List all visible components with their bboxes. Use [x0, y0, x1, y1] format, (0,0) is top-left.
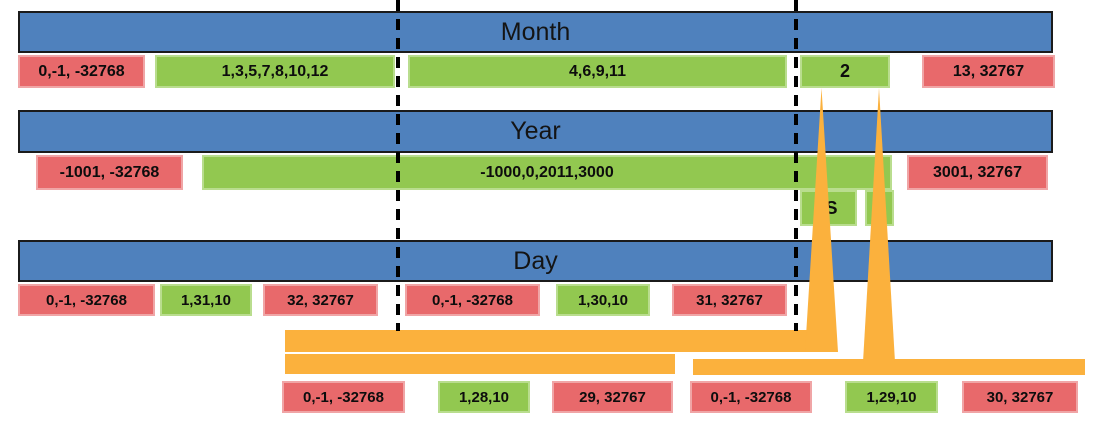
month-bar-title: Month: [500, 17, 571, 46]
month-class-invalid-above: 13, 32767: [922, 55, 1055, 88]
feb28-class-invalid-above: 29, 32767: [552, 381, 673, 413]
connector-bar-leap: [693, 359, 1085, 375]
feb28-class-valid: 1,28,10: [438, 381, 530, 413]
connector-bar-nonleap-lower: [285, 354, 675, 374]
month-bar: Month: [18, 11, 1053, 53]
day-bar: Day: [18, 240, 1053, 282]
day30-class-invalid-above: 31, 32767: [672, 284, 787, 316]
year-class-invalid-below: -1001, -32768: [36, 155, 183, 190]
day31-class-invalid-below: 0,-1, -32768: [18, 284, 155, 316]
feb29-class-valid: 1,29,10: [845, 381, 938, 413]
month-class-invalid-below: 0,-1, -32768: [18, 55, 145, 88]
feb29-class-invalid-above: 30, 32767: [962, 381, 1078, 413]
connector-bar-nonleap-upper: [285, 330, 835, 352]
feb28-class-invalid-below: 0,-1, -32768: [282, 381, 405, 413]
feb29-class-invalid-below: 0,-1, -32768: [690, 381, 812, 413]
partition-divider-line-right: [794, 0, 798, 331]
day30-class-valid: 1,30,10: [556, 284, 650, 316]
day31-class-invalid-above: 32, 32767: [263, 284, 378, 316]
month-class-31-day-months: 1,3,5,7,8,10,12: [155, 55, 395, 88]
day-bar-title: Day: [513, 246, 558, 275]
day30-class-invalid-below: 0,-1, -32768: [405, 284, 540, 316]
year-class-invalid-above: 3001, 32767: [907, 155, 1048, 190]
day31-class-valid: 1,31,10: [160, 284, 252, 316]
year-bar: Year: [18, 110, 1053, 153]
month-class-february: 2: [800, 55, 890, 88]
year-class-valid: -1000,0,2011,3000: [202, 155, 892, 190]
month-class-30-day-months: 4,6,9,11: [408, 55, 787, 88]
partition-divider-line-left: [396, 0, 400, 331]
year-bar-title: Year: [510, 117, 561, 145]
